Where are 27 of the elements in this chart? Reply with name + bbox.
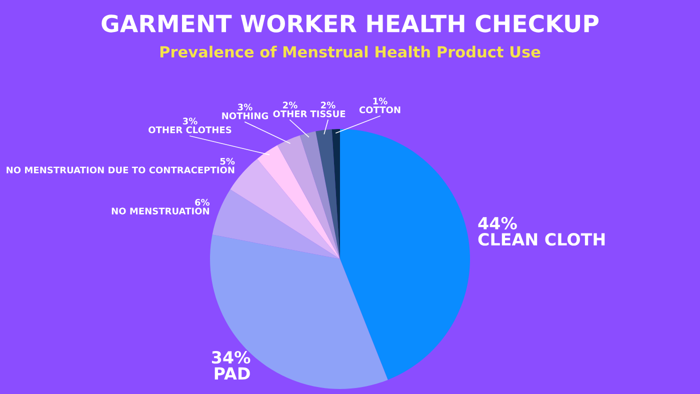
slice-label: TISSUE — [310, 110, 346, 118]
pie-slice — [316, 129, 340, 259]
slice-label: NO MENSTRUATION — [112, 208, 210, 214]
pie-slice — [210, 234, 388, 389]
slice-label: PAD — [214, 367, 250, 380]
slice-label: NO MENSTRUATION DUE TO CONTRACEPTION — [6, 166, 234, 174]
slice-label: OTHER CLOTHES — [148, 126, 232, 134]
pie-slice — [300, 131, 340, 259]
pie-slice — [340, 129, 470, 380]
slice-label: NOTHING — [222, 112, 268, 120]
pie-slice — [277, 135, 340, 259]
data-label: 1% — [373, 98, 388, 105]
slice-label: OTHER — [273, 110, 308, 118]
data-label: 6% — [195, 198, 210, 206]
slice-label: CLEAN CLOTH — [478, 233, 605, 246]
data-label: 34% — [212, 351, 250, 364]
chart-subtitle: Prevalence of Menstrual Health Product Use — [160, 46, 540, 58]
data-label: 2% — [283, 102, 298, 109]
data-label: 3% — [238, 104, 252, 111]
pie-slice — [212, 189, 340, 259]
chart-title: GARMENT WORKER HEALTH CHECKUP — [102, 14, 599, 32]
data-label: 5% — [220, 158, 235, 165]
data-label: 2% — [321, 102, 336, 109]
data-label: 44% — [478, 216, 517, 230]
slice-label: COTTON — [359, 106, 400, 114]
pie-slice — [257, 145, 340, 259]
data-label: 3% — [182, 118, 198, 125]
